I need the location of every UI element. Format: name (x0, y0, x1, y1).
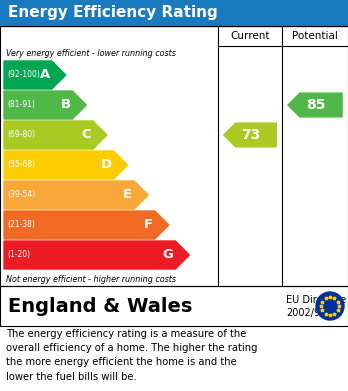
Text: A: A (40, 68, 50, 81)
Polygon shape (4, 181, 148, 209)
Polygon shape (224, 123, 276, 147)
Text: Energy Efficiency Rating: Energy Efficiency Rating (8, 5, 218, 20)
Polygon shape (4, 241, 189, 269)
Text: (81-91): (81-91) (7, 100, 35, 109)
Text: Current: Current (230, 31, 270, 41)
Polygon shape (4, 211, 169, 239)
Bar (0, 286, 348, 326)
Text: E: E (123, 188, 132, 201)
Polygon shape (4, 121, 107, 149)
Text: (55-68): (55-68) (7, 160, 35, 170)
Text: England & Wales: England & Wales (8, 296, 192, 316)
Text: (92-100): (92-100) (7, 70, 40, 79)
Text: Very energy efficient - lower running costs: Very energy efficient - lower running co… (6, 50, 176, 59)
Text: The energy efficiency rating is a measure of the
overall efficiency of a home. T: The energy efficiency rating is a measur… (6, 329, 258, 382)
Text: (21-38): (21-38) (7, 221, 35, 230)
Polygon shape (4, 91, 86, 119)
Bar (0, 286, 348, 326)
Text: 73: 73 (242, 128, 261, 142)
Text: EU Directive: EU Directive (286, 295, 346, 305)
Text: 2002/91/EC: 2002/91/EC (286, 308, 342, 318)
Text: B: B (60, 99, 70, 111)
Polygon shape (4, 151, 128, 179)
Text: 85: 85 (307, 98, 326, 112)
Text: (39-54): (39-54) (7, 190, 35, 199)
Polygon shape (4, 61, 66, 89)
Text: Potential: Potential (292, 31, 338, 41)
Bar (0, 0, 348, 26)
Circle shape (316, 292, 344, 320)
Text: (69-80): (69-80) (7, 131, 35, 140)
Text: G: G (163, 249, 173, 262)
Bar (0, 26, 348, 286)
Polygon shape (288, 93, 342, 117)
Text: (1-20): (1-20) (7, 251, 30, 260)
Text: D: D (101, 158, 112, 172)
Text: F: F (144, 219, 153, 231)
Text: C: C (81, 129, 91, 142)
Text: Not energy efficient - higher running costs: Not energy efficient - higher running co… (6, 274, 176, 283)
